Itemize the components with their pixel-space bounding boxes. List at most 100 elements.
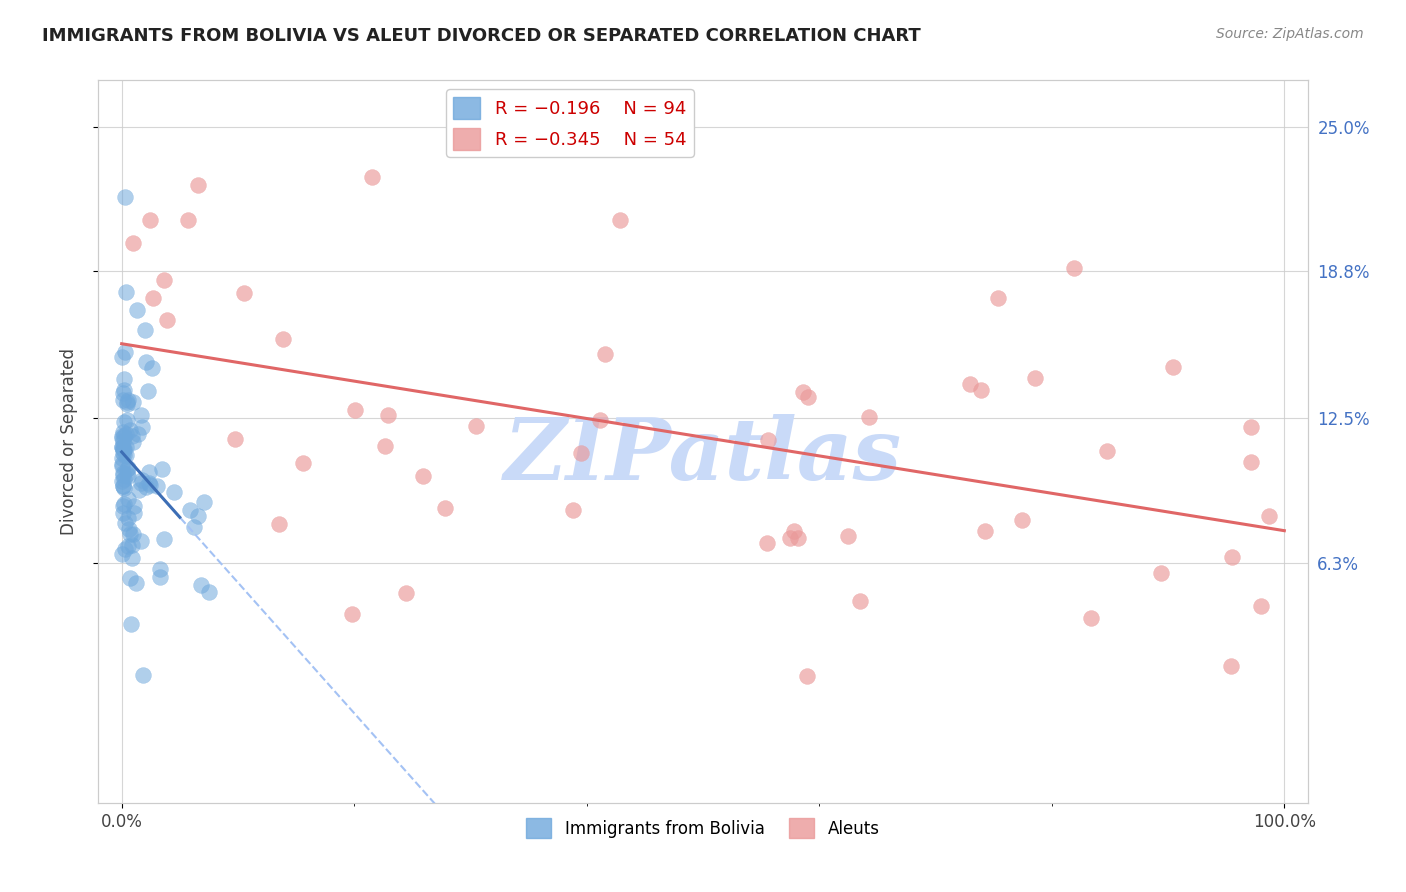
Point — [153, 533, 176, 547]
Point — [193, 494, 215, 508]
Point — [111, 442, 134, 457]
Point — [131, 420, 153, 434]
Point — [112, 497, 135, 511]
Point — [153, 273, 176, 287]
Point — [190, 577, 212, 591]
Point — [139, 213, 162, 227]
Point — [141, 360, 163, 375]
Point — [156, 313, 179, 327]
Point — [1240, 420, 1263, 434]
Point — [122, 506, 145, 520]
Point — [1011, 513, 1033, 527]
Point — [149, 562, 172, 576]
Point — [122, 499, 145, 513]
Point — [112, 429, 135, 443]
Point — [593, 347, 616, 361]
Point — [115, 461, 138, 475]
Point — [115, 413, 138, 427]
Point — [858, 409, 880, 424]
Point — [114, 345, 136, 359]
Point — [111, 440, 134, 454]
Point — [464, 418, 486, 433]
Point — [987, 291, 1010, 305]
Text: ZIPatlas: ZIPatlas — [503, 414, 903, 498]
Point — [1063, 260, 1085, 275]
Point — [138, 478, 160, 492]
Point — [562, 502, 585, 516]
Point — [112, 386, 135, 401]
Point — [273, 332, 295, 346]
Point — [111, 440, 134, 454]
Point — [361, 170, 384, 185]
Point — [792, 384, 814, 399]
Point — [112, 383, 135, 397]
Point — [112, 425, 135, 439]
Point — [187, 178, 209, 193]
Point — [128, 483, 150, 497]
Point — [974, 524, 997, 539]
Point — [134, 323, 156, 337]
Point — [131, 667, 153, 681]
Point — [136, 384, 159, 398]
Legend: Immigrants from Bolivia, Aleuts: Immigrants from Bolivia, Aleuts — [520, 812, 886, 845]
Point — [374, 439, 396, 453]
Point — [135, 480, 157, 494]
Point — [111, 466, 134, 480]
Point — [177, 213, 200, 227]
Point — [837, 529, 859, 543]
Point — [179, 502, 201, 516]
Point — [342, 607, 364, 621]
Point — [163, 485, 186, 500]
Point — [112, 472, 135, 486]
Point — [111, 467, 134, 482]
Point — [112, 481, 135, 495]
Point — [115, 426, 138, 441]
Point — [146, 479, 169, 493]
Point — [117, 491, 139, 506]
Point — [114, 541, 136, 556]
Point — [412, 469, 434, 483]
Point — [111, 458, 134, 473]
Point — [756, 535, 779, 549]
Point — [118, 571, 141, 585]
Point — [569, 446, 592, 460]
Point — [117, 511, 139, 525]
Point — [120, 527, 142, 541]
Point — [115, 467, 138, 482]
Point — [1161, 360, 1184, 375]
Y-axis label: Divorced or Separated: Divorced or Separated — [59, 348, 77, 535]
Point — [198, 585, 221, 599]
Point — [112, 449, 135, 463]
Point — [796, 390, 818, 404]
Point — [129, 408, 152, 422]
Point — [588, 413, 610, 427]
Point — [970, 384, 993, 398]
Point — [117, 468, 139, 483]
Point — [129, 475, 152, 490]
Point — [114, 190, 136, 204]
Point — [114, 440, 136, 454]
Point — [121, 429, 143, 443]
Point — [149, 570, 172, 584]
Point — [138, 465, 160, 479]
Point — [141, 291, 163, 305]
Point — [1222, 549, 1244, 564]
Point — [1080, 611, 1102, 625]
Point — [1024, 371, 1046, 385]
Point — [756, 433, 779, 447]
Point — [343, 402, 366, 417]
Point — [129, 534, 152, 549]
Point — [115, 285, 138, 300]
Point — [111, 441, 134, 455]
Point — [111, 431, 134, 445]
Point — [1220, 658, 1243, 673]
Point — [114, 448, 136, 462]
Point — [112, 446, 135, 460]
Point — [122, 526, 145, 541]
Point — [377, 408, 399, 422]
Point — [111, 429, 134, 443]
Point — [117, 539, 139, 553]
Point — [150, 462, 173, 476]
Point — [121, 551, 143, 566]
Point — [112, 479, 135, 493]
